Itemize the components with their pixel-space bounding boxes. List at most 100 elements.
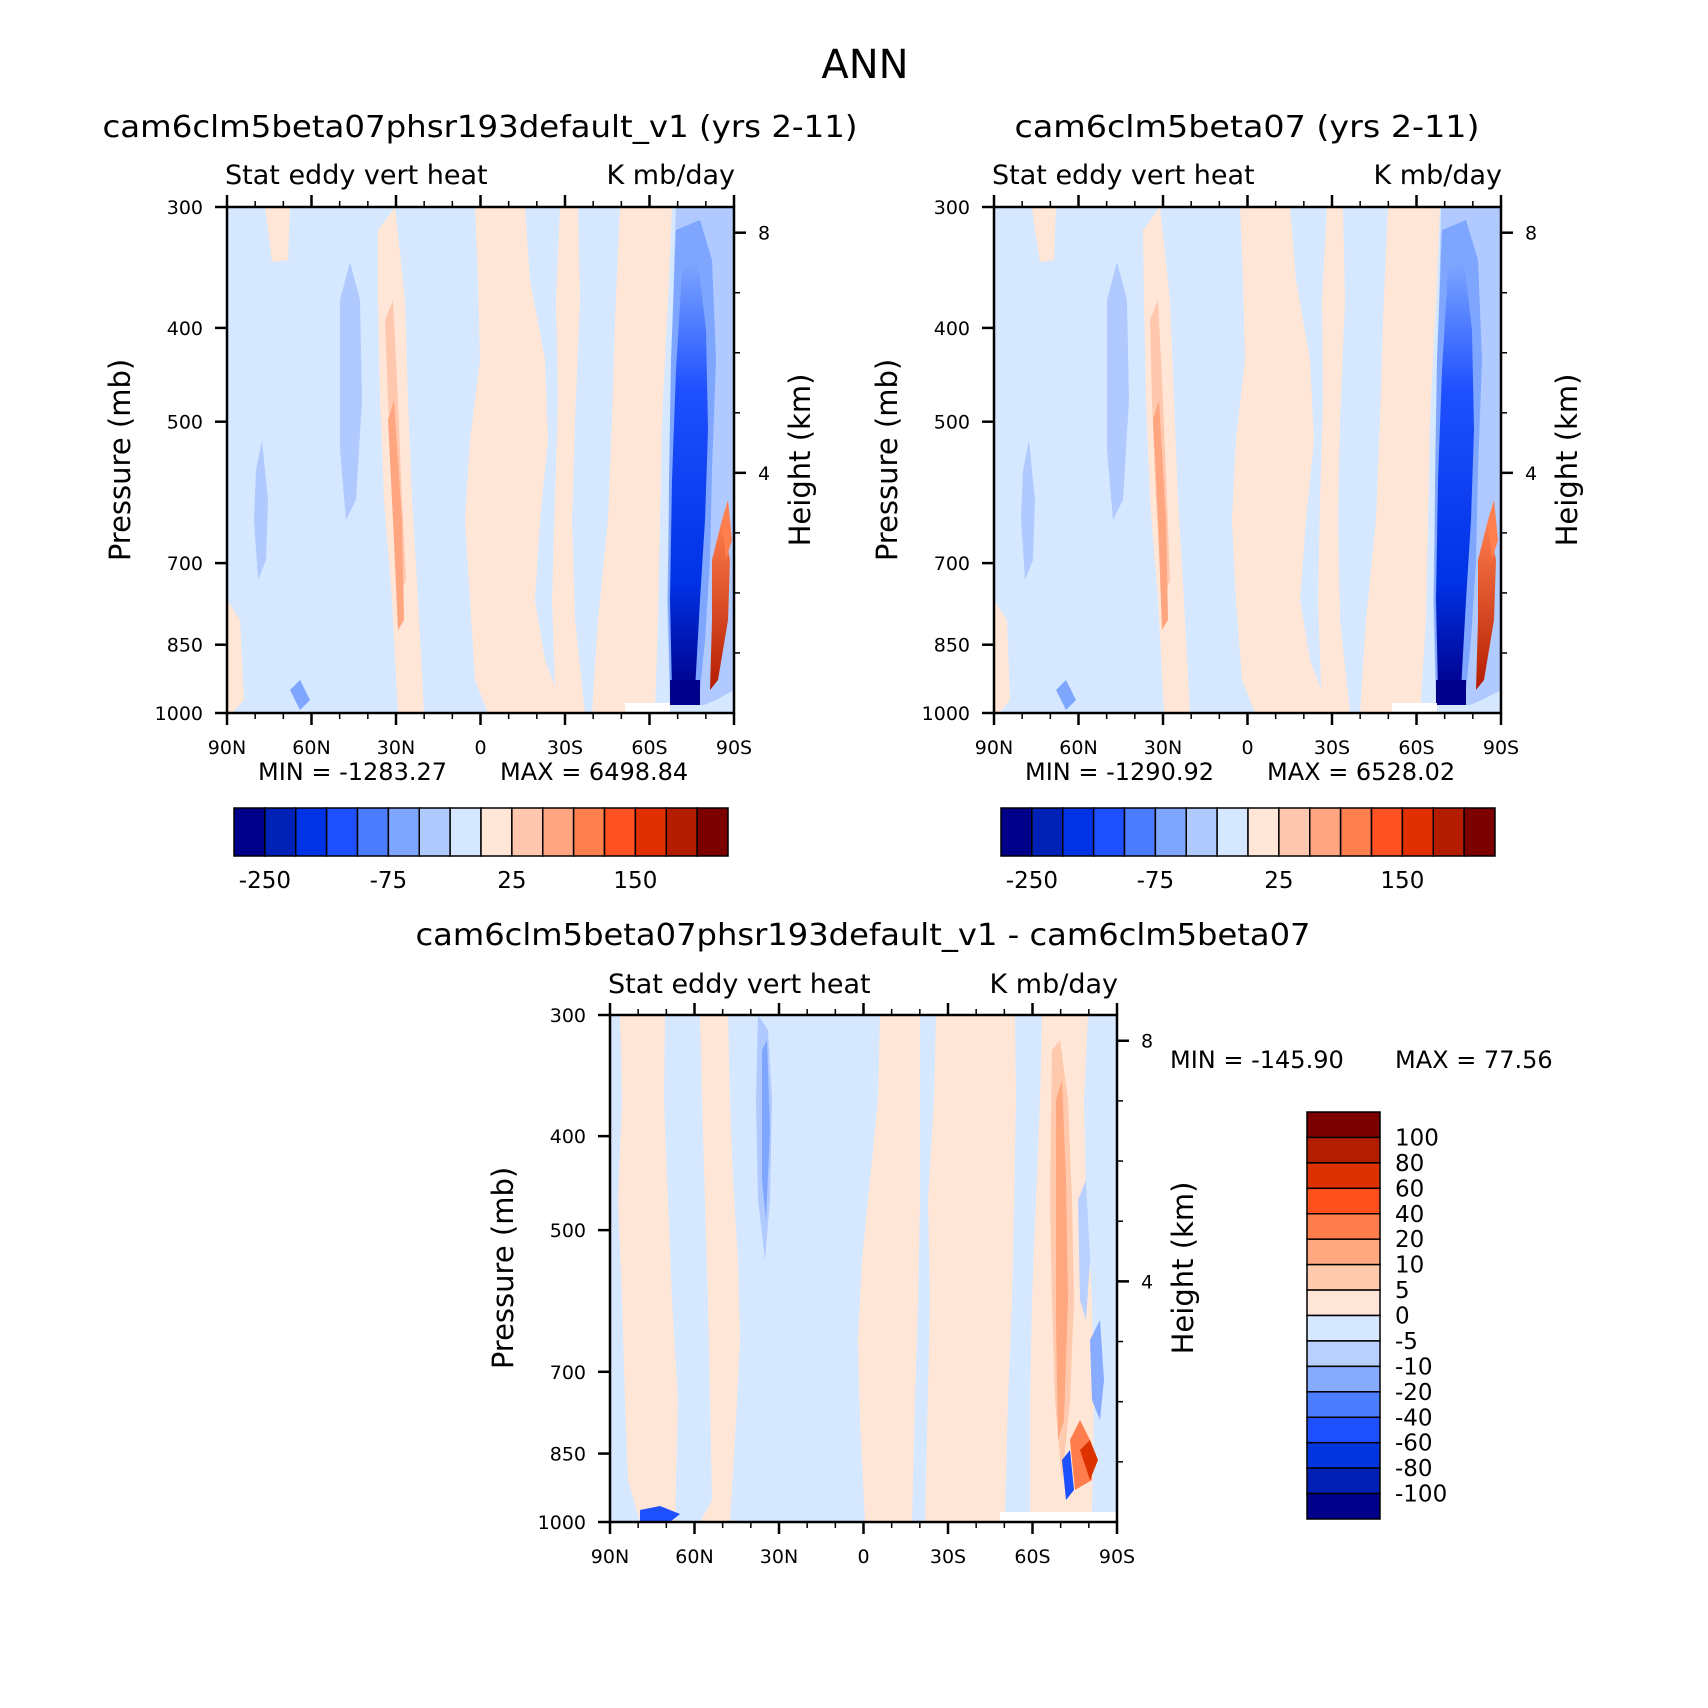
contour-field	[994, 207, 1501, 713]
contour-fill	[1360, 207, 1440, 713]
contour-fill	[227, 600, 244, 713]
colorbar-box	[634, 807, 667, 857]
x-tick-label: 30N	[1144, 737, 1182, 759]
y-ticks: 300 400 500 700 850 1000	[922, 197, 994, 725]
contour-fill	[610, 1015, 640, 1522]
missing-data	[625, 703, 670, 713]
x-tick-label: 30S	[547, 737, 583, 759]
x-tick-label: 60N	[675, 1546, 713, 1568]
colorbar: -250 -75 25 150	[1000, 807, 1496, 894]
x-tick-label: 90S	[1483, 737, 1519, 759]
colorbar-label: -10	[1395, 1354, 1433, 1380]
y-tick-label: 300	[934, 197, 970, 219]
colorbar-box	[1306, 1492, 1381, 1520]
x-tick-label: 90N	[591, 1546, 629, 1568]
colorbar-box	[511, 807, 544, 857]
colorbar-box	[1031, 807, 1064, 857]
colorbar-box	[1306, 1187, 1381, 1215]
x-tick-label: 90S	[1099, 1546, 1135, 1568]
right-tick-label: 8	[1525, 223, 1537, 245]
colorbar-box	[1306, 1111, 1381, 1139]
colorbar-box	[1432, 807, 1465, 857]
contour-fill	[722, 500, 732, 560]
min-max-label: MIN = -1290.92 MAX = 6528.02	[1025, 758, 1455, 786]
colorbar-box	[480, 807, 513, 857]
min-max-label: MIN = -145.90 MAX = 77.56	[1170, 1046, 1553, 1074]
colorbar-box	[665, 807, 698, 857]
colorbar-box	[1306, 1441, 1381, 1469]
colorbar-box	[1306, 1467, 1381, 1495]
y-tick-label: 400	[934, 318, 970, 340]
x-tick-label: 30N	[377, 737, 415, 759]
contour-fill	[710, 520, 730, 690]
y-axis-label: Pressure (mb)	[870, 359, 904, 561]
panel-title: cam6clm5beta07phsr193default_v1 - cam6cl…	[416, 918, 1311, 953]
colorbar-box	[1306, 1314, 1381, 1342]
contour-fill	[1107, 262, 1129, 520]
contour-fill	[1476, 520, 1496, 690]
y-tick-label: 400	[167, 318, 203, 340]
x-tick-label: 60N	[292, 737, 330, 759]
colorbar-label: 25	[497, 868, 526, 894]
panel-subtitle-left: Stat eddy vert heat	[608, 969, 871, 1000]
y-tick-label: 1000	[155, 703, 203, 725]
colorbar-label: 40	[1395, 1202, 1424, 1228]
y-ticks: 300 400 500 700 850 1000	[538, 1005, 610, 1534]
min-max-label: MIN = -1283.27 MAX = 6498.84	[258, 758, 688, 786]
colorbar-label: 25	[1264, 868, 1293, 894]
min-label: MIN = -145.90	[1170, 1046, 1344, 1074]
x-ticks: 90N 60N 30N 0 30S 60S 90S	[975, 195, 1519, 759]
contour-fill	[254, 440, 268, 580]
colorbar-box	[356, 807, 390, 857]
colorbar-box	[449, 807, 482, 857]
x-ticks: 90N 60N 30N 0 30S 60S 90S	[591, 1003, 1135, 1568]
y-axis-label: Pressure (mb)	[103, 359, 137, 561]
contour-fill	[552, 207, 585, 713]
contour-fill	[1488, 500, 1498, 560]
colorbar-box	[1123, 807, 1157, 857]
contour-fill	[664, 1015, 712, 1522]
contour-fill	[1021, 440, 1035, 580]
x-tick-label: 90N	[208, 737, 246, 759]
colorbar-box	[1306, 1289, 1381, 1317]
panel-subtitle-left: Stat eddy vert heat	[225, 160, 488, 191]
colorbar-box	[1062, 807, 1095, 857]
colorbar-box	[387, 807, 420, 857]
contour-fill	[1056, 680, 1076, 710]
x-tick-label: 60S	[1014, 1546, 1050, 1568]
colorbar-label: -75	[1137, 868, 1175, 894]
colorbar-box	[418, 807, 451, 857]
contour-fill	[592, 207, 672, 713]
colorbar-label: 150	[613, 868, 657, 894]
colorbar-label: -40	[1395, 1405, 1433, 1431]
right-tick-label: 8	[758, 223, 770, 245]
colorbar-box	[325, 807, 359, 857]
contour-fill	[1232, 207, 1330, 713]
contour-fill	[1318, 207, 1350, 713]
x-tick-label: 30S	[1314, 737, 1350, 759]
panel-title: cam6clm5beta07phsr193default_v1 (yrs 2-1…	[103, 110, 858, 145]
contour-fill	[1032, 207, 1056, 262]
colorbar-box	[542, 807, 575, 857]
right-axis-label: Height (km)	[783, 374, 817, 547]
colorbar-box	[1216, 807, 1249, 857]
contour-fill	[994, 600, 1010, 713]
right-ticks: 48	[1117, 1031, 1153, 1463]
contour-fill	[1070, 1420, 1092, 1490]
colorbar-box	[1306, 1340, 1381, 1368]
missing-data	[1392, 703, 1437, 713]
right-ticks: 48	[1501, 223, 1537, 654]
colorbar-box	[1306, 1391, 1381, 1418]
right-tick-label: 4	[1525, 463, 1537, 485]
y-axis-label: Pressure (mb)	[486, 1167, 520, 1369]
contour-fill	[912, 1015, 936, 1522]
x-tick-label: 60S	[1398, 737, 1434, 759]
colorbar-box	[1278, 807, 1311, 857]
colorbar-label: 100	[1395, 1125, 1439, 1151]
colorbar-label: 5	[1395, 1278, 1410, 1304]
colorbar-box	[1463, 807, 1496, 857]
x-tick-label: 0	[857, 1546, 869, 1568]
contour-fill	[1062, 1450, 1074, 1500]
panel-difference: cam6clm5beta07phsr193default_v1 - cam6cl…	[416, 918, 1553, 1568]
x-tick-label: 30N	[760, 1546, 798, 1568]
